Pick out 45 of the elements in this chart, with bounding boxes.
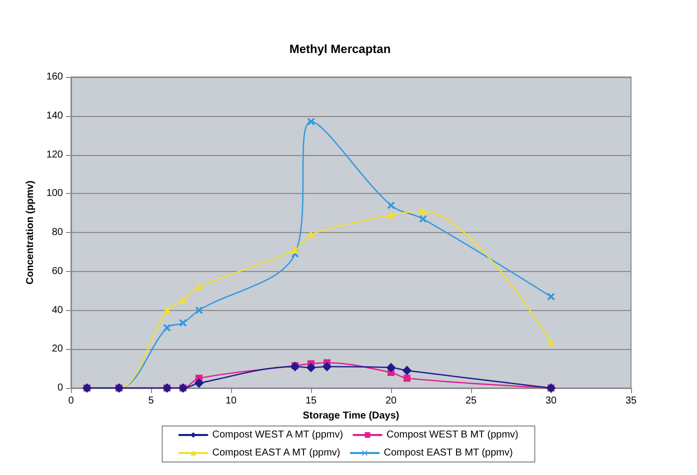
point xyxy=(388,212,394,219)
x-tick-label: 15 xyxy=(305,396,317,406)
x-tick-label: 25 xyxy=(465,396,477,406)
point xyxy=(548,338,554,346)
point xyxy=(180,319,186,326)
point xyxy=(164,306,170,314)
point xyxy=(322,362,332,372)
x-tick-label: 30 xyxy=(545,396,557,406)
x-tick-label: 10 xyxy=(225,396,237,406)
y-tick-label: 40 xyxy=(52,304,64,316)
point xyxy=(386,363,396,372)
y-tick-label: 160 xyxy=(46,72,64,82)
legend-label: Compost EAST B MT (ppmv) xyxy=(384,448,513,458)
point xyxy=(306,363,316,372)
point xyxy=(420,215,426,222)
x-tick-label: 0 xyxy=(68,396,74,406)
point xyxy=(420,208,426,215)
y-tick-label: 80 xyxy=(52,227,64,238)
point xyxy=(180,297,186,304)
point xyxy=(548,293,554,300)
point xyxy=(194,378,204,388)
point xyxy=(292,246,298,254)
point xyxy=(196,283,202,290)
legend-label: Compost WEST A MT (ppmv) xyxy=(212,430,344,440)
point xyxy=(388,202,394,209)
y-tick-label: 60 xyxy=(52,266,64,277)
y-tick-label: 100 xyxy=(46,188,64,200)
x-tick-label: 5 xyxy=(148,396,154,406)
point xyxy=(164,324,170,332)
point xyxy=(404,374,410,382)
legend-label: Compost WEST B MT (ppmv) xyxy=(386,430,518,440)
point xyxy=(308,230,314,238)
y-tick-label: 0 xyxy=(57,382,64,394)
point xyxy=(308,118,314,126)
x-tick-label: 35 xyxy=(625,396,637,406)
x-tick-label: 20 xyxy=(385,396,397,406)
legend-label: Compost EAST A MT (ppmv) xyxy=(212,448,340,458)
x-axis-title: Storage Time (Days) xyxy=(302,410,400,422)
point xyxy=(402,366,412,376)
y-tick-label: 20 xyxy=(52,344,64,355)
chart-title: Methyl Mercaptan xyxy=(289,42,391,56)
y-tick-label: 120 xyxy=(46,149,64,160)
point xyxy=(196,306,202,314)
y-axis-title: Concentration (ppmv) xyxy=(24,180,36,284)
y-tick-label: 140 xyxy=(46,110,64,122)
